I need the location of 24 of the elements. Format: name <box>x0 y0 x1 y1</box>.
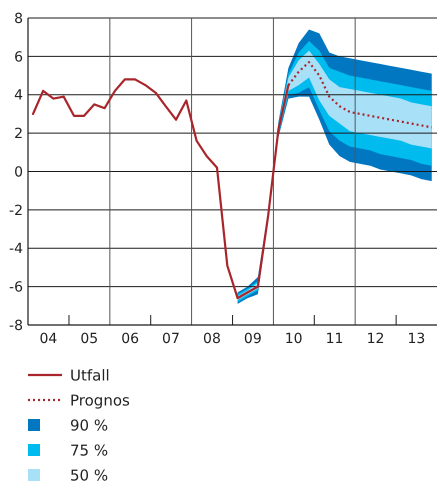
x-tick-label: 11 <box>326 331 344 347</box>
x-tick-label: 05 <box>80 331 98 347</box>
legend-label: 75 % <box>70 441 108 460</box>
y-tick-label: 4 <box>14 88 24 104</box>
x-tick-label: 07 <box>162 331 180 347</box>
y-tick-label: -2 <box>9 202 23 219</box>
x-tick-label: 09 <box>244 331 262 347</box>
x-tick-label: 10 <box>284 331 303 347</box>
y-tick-label: -4 <box>9 241 24 258</box>
y-tick-label: 2 <box>14 126 23 142</box>
y-tick-label: -6 <box>9 280 24 296</box>
y-tick-label: 6 <box>14 49 24 66</box>
y-tick-label: -8 <box>9 318 23 334</box>
x-tick-label: 08 <box>203 331 221 347</box>
x-tick-label: 06 <box>121 331 140 347</box>
legend-label: 50 % <box>70 466 108 484</box>
x-tick-label: 13 <box>407 331 426 347</box>
x-tick-label: 04 <box>39 331 58 347</box>
legend-label: 90 % <box>70 416 108 434</box>
y-tick-label: 8 <box>14 10 23 27</box>
legend-label: Prognos <box>70 391 130 410</box>
x-tick-label: 12 <box>366 331 384 347</box>
y-tick-label: 0 <box>14 164 23 180</box>
legend-label: Utfall <box>70 366 110 384</box>
